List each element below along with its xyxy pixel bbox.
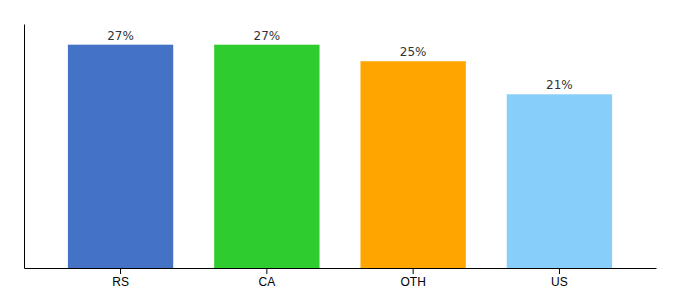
data-label: 27% <box>254 29 281 43</box>
bar <box>360 61 465 268</box>
x-tick: OTH <box>400 268 425 289</box>
y-axis <box>24 25 25 269</box>
x-tick-label: CA <box>259 275 276 289</box>
x-tick-mark <box>120 268 121 274</box>
x-tick-mark <box>266 268 267 274</box>
x-tick: CA <box>259 268 276 289</box>
x-tick-mark <box>559 268 560 274</box>
bar <box>214 45 319 268</box>
x-tick-mark <box>413 268 414 274</box>
plot: RS CA OTH US 27% 27% 25% 21% <box>25 25 657 289</box>
x-tick-label: OTH <box>400 275 425 289</box>
data-label: 27% <box>107 29 134 43</box>
data-labels: 27% 27% 25% 21% <box>107 29 573 93</box>
bars <box>68 45 612 268</box>
x-tick-label: US <box>551 275 568 289</box>
chart: RS CA OTH US 27% 27% 25% 21% <box>0 0 680 300</box>
x-axis-line <box>25 268 657 269</box>
data-label: 21% <box>546 78 573 92</box>
bar <box>68 45 173 268</box>
x-tick-label: RS <box>112 275 129 289</box>
bar <box>507 94 612 268</box>
data-label: 25% <box>400 45 427 59</box>
y-axis-line <box>24 25 25 269</box>
x-tick: RS <box>112 268 129 289</box>
x-tick: US <box>551 268 568 289</box>
x-axis: RS CA OTH US <box>25 268 657 289</box>
